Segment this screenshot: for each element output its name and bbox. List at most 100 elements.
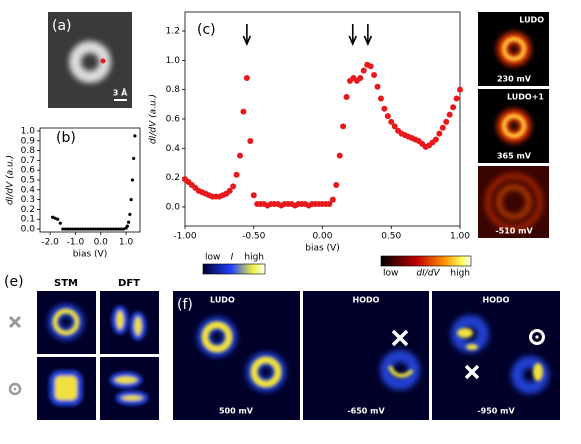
plot-frame <box>39 127 141 233</box>
y-tick-label: 1.0 <box>21 126 36 136</box>
y-tick-label: 0.8 <box>21 146 36 156</box>
data-point <box>457 86 463 93</box>
y-tick-label: 0.4 <box>21 185 36 195</box>
data-point <box>388 118 395 125</box>
image-energy: -650 mV <box>347 407 385 416</box>
data-point <box>391 123 398 130</box>
panel-label: (d) <box>482 20 502 36</box>
data-point <box>432 136 439 143</box>
data-point <box>240 108 247 115</box>
data-point <box>129 198 133 202</box>
image-energy: 230 mV <box>497 75 532 84</box>
data-point <box>226 187 233 194</box>
x-tick-label: 1.0 <box>119 238 134 248</box>
data-point <box>78 227 83 231</box>
data-point <box>336 152 343 159</box>
data-point <box>76 227 80 231</box>
data-point <box>121 227 126 231</box>
data-point <box>247 137 254 144</box>
image-energy: 500 mV <box>219 407 254 416</box>
x-tick-label: -2.0 <box>41 238 59 248</box>
data-point <box>104 227 108 231</box>
didv-maps <box>478 12 549 238</box>
data-point <box>116 227 121 231</box>
data-point <box>99 227 103 231</box>
data-point <box>132 156 136 161</box>
data-point <box>81 227 85 231</box>
image-title: LUDO <box>210 296 235 305</box>
data-point <box>343 94 350 101</box>
data-point <box>233 171 240 178</box>
data-point <box>381 105 388 112</box>
data-point <box>357 74 364 81</box>
x-tick-label: 1.00 <box>450 232 470 242</box>
y-tick-label: 0.1 <box>21 215 35 225</box>
data-point <box>360 67 367 74</box>
data-point <box>91 227 95 231</box>
data-point <box>101 227 105 231</box>
colorbar-low: low <box>383 269 398 279</box>
data-point <box>119 227 123 231</box>
arrow <box>363 24 373 46</box>
data-point <box>243 74 250 81</box>
orbital-maps <box>173 291 560 420</box>
x-tick-label: -0.50 <box>242 232 266 242</box>
data-point <box>237 152 243 159</box>
y-tick-label: 0.2 <box>21 205 35 215</box>
colorbar <box>202 263 266 275</box>
data-point <box>128 212 132 216</box>
colorbar-high: high <box>244 253 264 263</box>
image-energy: -510 mV <box>495 227 533 236</box>
column-title: STM <box>54 278 78 289</box>
data-point <box>73 227 78 231</box>
image-title: LUDO+1 <box>507 93 544 102</box>
panel-label: (e) <box>4 274 24 290</box>
y-tick-label: 0.5 <box>21 176 35 186</box>
data-point <box>453 95 460 102</box>
panel-label: (f) <box>177 297 193 313</box>
data-point <box>250 192 257 199</box>
data-point <box>384 113 391 120</box>
image-title: HODO <box>353 296 380 305</box>
arrow <box>348 24 357 46</box>
data-point <box>374 83 381 90</box>
panel-label: (b) <box>56 130 76 146</box>
data-point <box>53 216 57 220</box>
arrow <box>242 24 252 46</box>
data-point <box>439 124 446 131</box>
data-point <box>71 227 75 231</box>
x-tick-label: 0.0 <box>94 238 109 248</box>
image-title: LUDO <box>519 16 544 25</box>
data-point <box>86 227 90 231</box>
data-point <box>106 227 110 231</box>
data-point <box>230 183 237 190</box>
data-point <box>450 104 457 111</box>
colorbar-name: dI/dV <box>416 269 440 279</box>
data-point <box>63 227 67 231</box>
data-point <box>114 227 118 231</box>
data-point <box>61 227 65 231</box>
y-tick-label: 0.3 <box>21 195 35 205</box>
y-tick-label: 0.6 <box>166 115 181 125</box>
y-tick-label: 1.2 <box>166 27 180 37</box>
colorbar-low: low <box>205 253 220 263</box>
data-point <box>58 221 62 225</box>
data-point <box>367 63 374 70</box>
data-point <box>83 227 88 231</box>
panel-label: (a) <box>52 18 72 34</box>
orbital-images <box>8 291 159 420</box>
y-tick-label: 0.8 <box>166 85 181 95</box>
y-tick-label: 1.0 <box>166 56 181 66</box>
y-tick-label: 0.0 <box>166 202 181 212</box>
x-axis-label: bias (V) <box>73 250 107 260</box>
colorbar <box>380 255 472 267</box>
image-title: HODO <box>483 296 510 305</box>
colorbar-name: I <box>231 253 234 263</box>
y-tick-label: 0.0 <box>21 225 36 235</box>
data-point <box>130 178 135 182</box>
data-point <box>333 181 340 188</box>
data-point <box>125 224 129 228</box>
y-axis-label: dI/dV (a.u.) <box>149 94 159 144</box>
data-point <box>377 95 384 102</box>
